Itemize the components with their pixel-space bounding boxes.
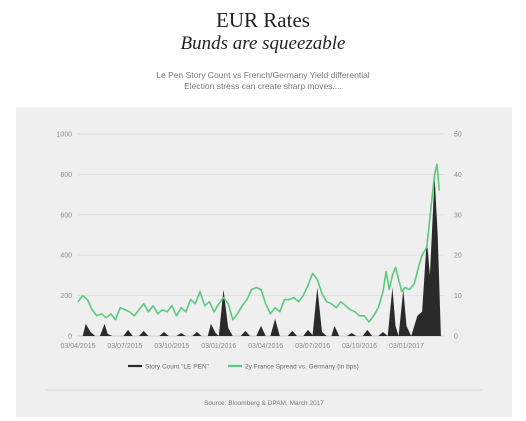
x-tick-label: 03/10/2015 xyxy=(154,343,189,350)
left-y-tick-label: 0 xyxy=(68,334,72,341)
right-y-axis: 0 10 20 30 40 50 xyxy=(454,132,462,341)
header: EUR Rates Bunds are squeezable Le Pen St… xyxy=(0,0,526,107)
x-tick-label: 03/07/2015 xyxy=(107,343,142,350)
right-y-tick-label: 50 xyxy=(454,132,462,139)
x-tick-label: 03/01/2016 xyxy=(201,343,236,350)
left-y-axis: 0 200 400 600 800 1000 xyxy=(56,132,72,341)
right-y-tick-label: 0 xyxy=(454,334,458,341)
left-y-tick-label: 1000 xyxy=(56,132,72,139)
chart-svg: 0 200 400 600 800 1000 0 10 20 30 40 50 03/04/2015… xyxy=(46,132,482,407)
x-tick-label: 03/07/2016 xyxy=(295,343,330,350)
left-y-tick-label: 200 xyxy=(60,293,72,300)
chart-description-line2: Election stress can create sharp moves..… xyxy=(184,81,342,91)
left-y-tick-label: 800 xyxy=(60,172,72,179)
line-series-layer xyxy=(77,163,441,323)
x-tick-label: 03/10/2016 xyxy=(342,343,377,350)
right-y-tick-label: 30 xyxy=(454,212,462,219)
story-count-area xyxy=(78,176,441,336)
left-y-tick-label: 600 xyxy=(60,212,72,219)
area-series-layer xyxy=(78,176,441,336)
source-note: Source: Bloomberg & DPAM, March 2017 xyxy=(204,400,324,407)
x-axis: 03/04/2015 03/07/2015 03/10/2015 03/01/2016… xyxy=(60,343,424,350)
page-subtitle: Bunds are squeezable xyxy=(180,33,346,54)
page-title: EUR Rates xyxy=(216,8,310,32)
x-tick-label: 03/04/2015 xyxy=(60,343,95,350)
yield-spread-line xyxy=(77,163,441,323)
right-y-tick-label: 20 xyxy=(454,253,462,260)
legend-story-count-label: Story Count "LE PEN" xyxy=(145,363,210,370)
legend: Story Count "LE PEN" 2y France Spread vs.… xyxy=(128,363,359,370)
legend-yield-spread-label: 2y France Spread vs. Germany (in bps) xyxy=(245,363,359,370)
grid-lines xyxy=(78,133,444,337)
chart-description-line1: Le Pen Story Count vs French/Germany Yie… xyxy=(156,70,370,80)
chart-panel: 0 200 400 600 800 1000 0 10 20 30 40 50 03/04/2015… xyxy=(16,107,512,417)
x-tick-label: 03/04/2016 xyxy=(248,343,283,350)
right-y-tick-label: 40 xyxy=(454,172,462,179)
left-y-tick-label: 400 xyxy=(60,253,72,260)
x-tick-label: 03/01/2017 xyxy=(389,343,424,350)
right-y-tick-label: 10 xyxy=(454,293,462,300)
